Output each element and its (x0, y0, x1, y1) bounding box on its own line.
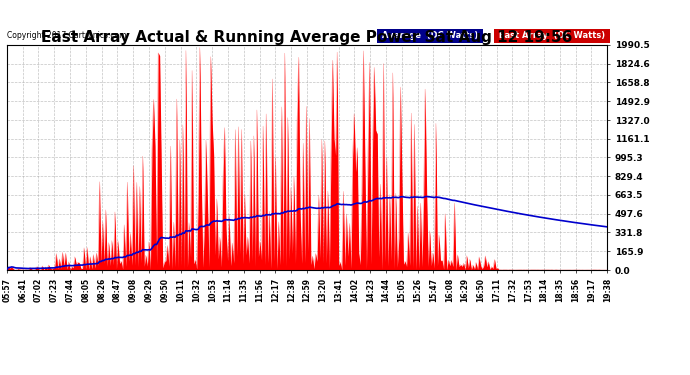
Text: East Array  (DC Watts): East Array (DC Watts) (496, 32, 608, 40)
Title: East Array Actual & Running Average Power Sat Aug 12 19:56: East Array Actual & Running Average Powe… (41, 30, 573, 45)
Text: Average  (DC Watts): Average (DC Watts) (379, 32, 481, 40)
Text: Copyright 2017 Cartronics.com: Copyright 2017 Cartronics.com (7, 32, 126, 40)
